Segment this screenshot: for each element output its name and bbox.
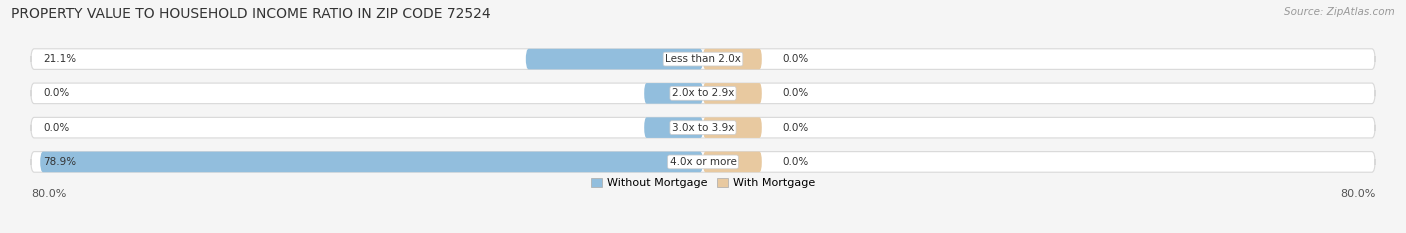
FancyBboxPatch shape (644, 117, 703, 138)
FancyBboxPatch shape (31, 117, 1375, 138)
Text: Source: ZipAtlas.com: Source: ZipAtlas.com (1284, 7, 1395, 17)
FancyBboxPatch shape (41, 152, 703, 172)
FancyBboxPatch shape (31, 152, 1375, 172)
Text: Less than 2.0x: Less than 2.0x (665, 54, 741, 64)
FancyBboxPatch shape (703, 49, 762, 69)
FancyBboxPatch shape (31, 83, 1375, 104)
FancyBboxPatch shape (703, 152, 762, 172)
Text: 80.0%: 80.0% (1340, 189, 1375, 199)
Text: 80.0%: 80.0% (31, 189, 66, 199)
FancyBboxPatch shape (703, 117, 762, 138)
Text: 0.0%: 0.0% (783, 157, 808, 167)
FancyBboxPatch shape (31, 49, 1375, 69)
Text: 0.0%: 0.0% (44, 88, 70, 98)
Text: PROPERTY VALUE TO HOUSEHOLD INCOME RATIO IN ZIP CODE 72524: PROPERTY VALUE TO HOUSEHOLD INCOME RATIO… (11, 7, 491, 21)
Text: 2.0x to 2.9x: 2.0x to 2.9x (672, 88, 734, 98)
FancyBboxPatch shape (526, 49, 703, 69)
Text: 4.0x or more: 4.0x or more (669, 157, 737, 167)
Text: 78.9%: 78.9% (44, 157, 76, 167)
Text: 0.0%: 0.0% (44, 123, 70, 133)
Text: 0.0%: 0.0% (783, 88, 808, 98)
FancyBboxPatch shape (703, 83, 762, 104)
FancyBboxPatch shape (644, 83, 703, 104)
Text: 21.1%: 21.1% (44, 54, 76, 64)
Text: 0.0%: 0.0% (783, 54, 808, 64)
Text: 3.0x to 3.9x: 3.0x to 3.9x (672, 123, 734, 133)
Text: 0.0%: 0.0% (783, 123, 808, 133)
Legend: Without Mortgage, With Mortgage: Without Mortgage, With Mortgage (591, 178, 815, 188)
